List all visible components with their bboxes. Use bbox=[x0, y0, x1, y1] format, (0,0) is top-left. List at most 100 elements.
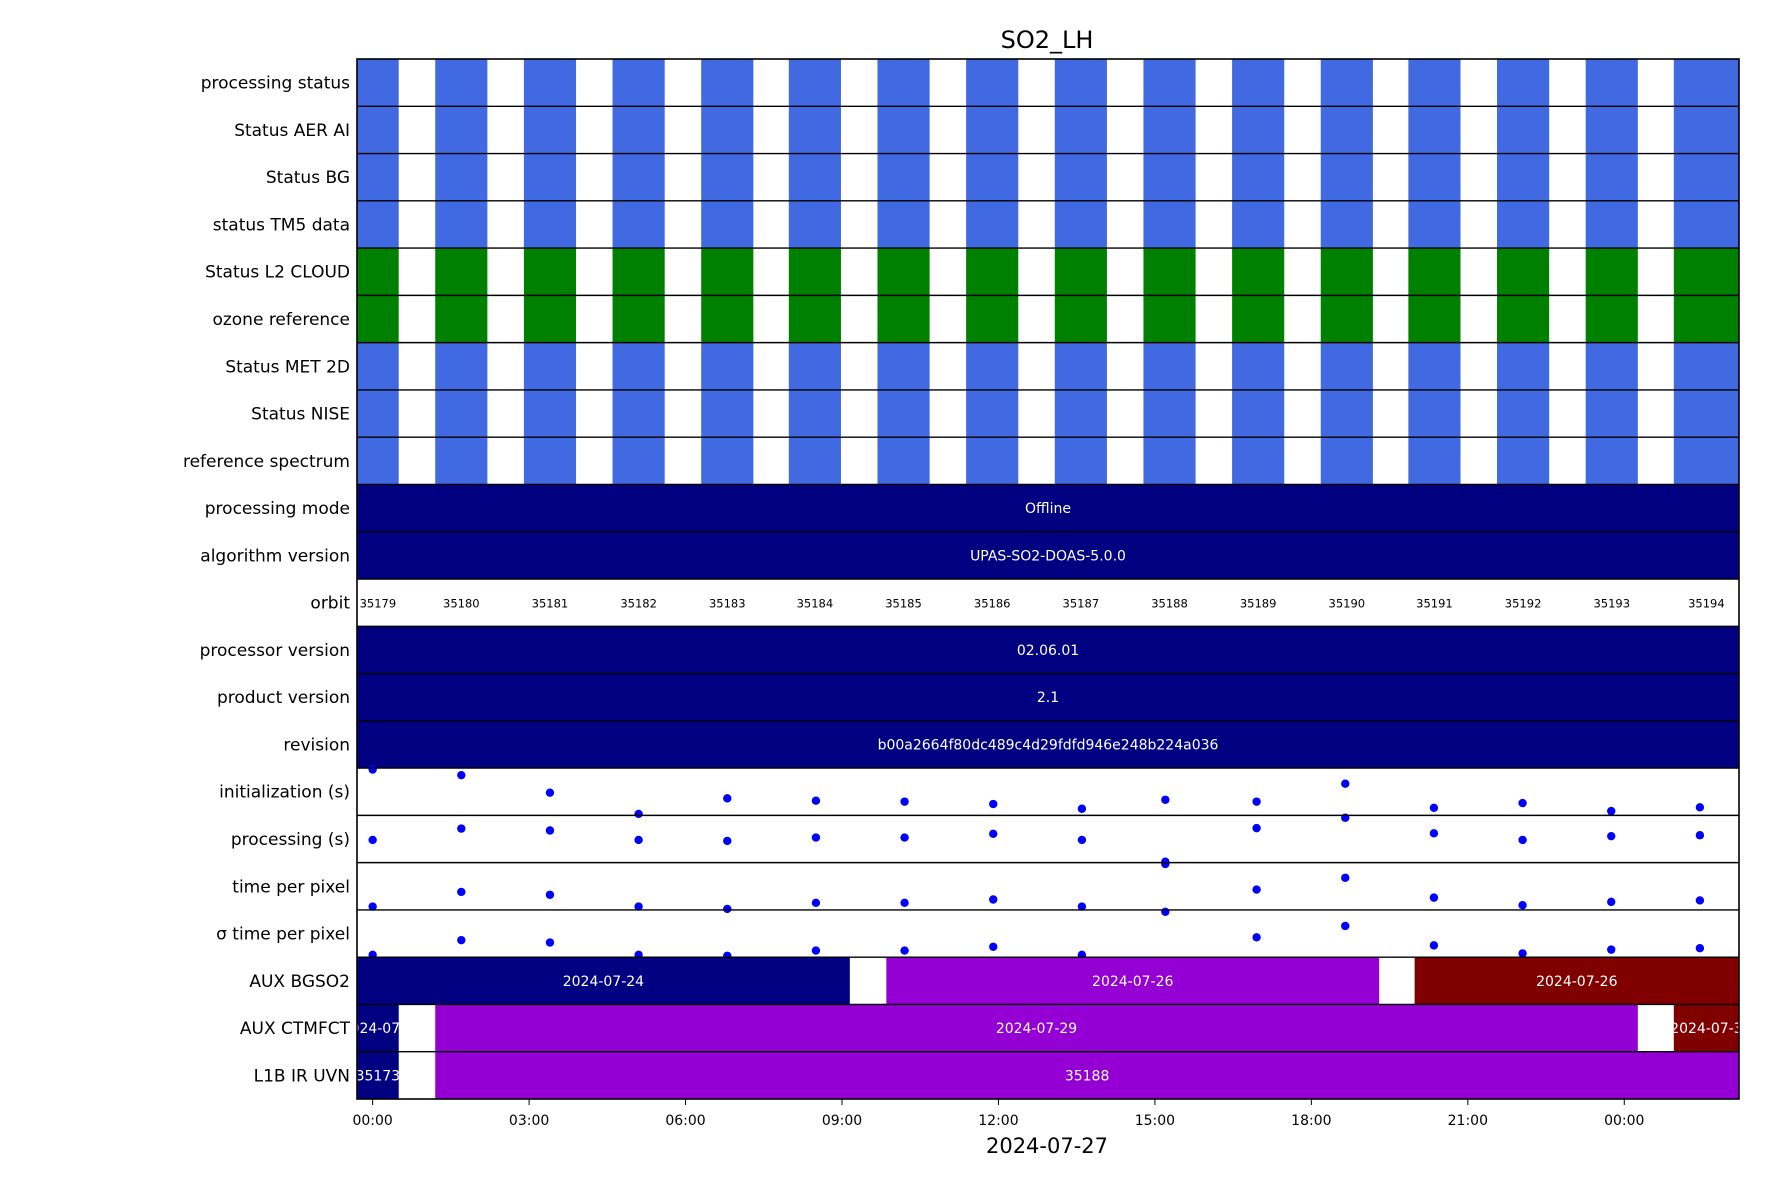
status-granule-bar bbox=[435, 248, 488, 296]
status-granule-bar bbox=[1232, 153, 1285, 201]
status-granule-bar bbox=[435, 389, 488, 438]
status-granule-bar bbox=[1054, 295, 1107, 343]
scatter-point bbox=[723, 904, 732, 914]
status-granule-bar bbox=[1673, 153, 1739, 201]
scatter-point bbox=[811, 833, 821, 842]
status-granule-bar bbox=[788, 295, 841, 343]
status-granule-bar bbox=[701, 342, 754, 390]
status-granule-bar bbox=[1585, 295, 1638, 343]
status-granule-bar bbox=[1408, 248, 1461, 296]
status-granule-bar bbox=[1408, 106, 1461, 154]
status-granule-bar bbox=[523, 389, 577, 438]
scatter-point bbox=[1429, 893, 1439, 902]
scatter-point bbox=[457, 824, 466, 833]
status-granule-bar bbox=[523, 153, 577, 201]
status-granule-bar bbox=[612, 59, 665, 107]
scatter-point bbox=[723, 794, 732, 803]
status-granule-bar bbox=[1320, 153, 1373, 201]
orbit-number-label: 35181 bbox=[532, 597, 569, 611]
status-granule-bar bbox=[1585, 248, 1638, 296]
status-granule-bar bbox=[1232, 389, 1285, 438]
aux-segment-label: 2024-07-29 bbox=[996, 1021, 1077, 1037]
x-tick-label: 00:00 bbox=[352, 1113, 392, 1129]
status-granule-bar bbox=[1408, 59, 1461, 107]
status-granule-bar bbox=[1673, 342, 1739, 390]
status-granule-bar bbox=[1673, 59, 1739, 107]
status-granule-bar bbox=[357, 153, 399, 201]
status-granule-bar bbox=[1585, 153, 1638, 201]
status-granule-bar bbox=[523, 248, 577, 296]
status-granule-bar bbox=[435, 106, 488, 154]
status-granule-bar bbox=[357, 437, 399, 485]
status-granule-bar bbox=[1497, 248, 1550, 296]
status-granule-bar bbox=[877, 200, 930, 249]
status-granule-bar bbox=[357, 295, 399, 343]
status-granule-bar bbox=[966, 106, 1019, 154]
status-granule-bar bbox=[1320, 295, 1373, 343]
band-segment bbox=[357, 673, 1739, 721]
x-tick-label: 00:00 bbox=[1604, 1113, 1644, 1129]
orbit-number-label: 35184 bbox=[797, 597, 834, 611]
status-granule-bar bbox=[701, 59, 754, 107]
status-granule-bar bbox=[877, 59, 930, 107]
aux-segment-label: 2024-07-26 bbox=[1536, 974, 1617, 990]
status-granule-bar bbox=[1585, 106, 1638, 154]
status-granule-bar bbox=[1497, 389, 1550, 438]
status-granule-bar bbox=[1320, 248, 1373, 296]
status-granule-bar bbox=[1320, 59, 1373, 107]
status-granule-bar bbox=[1408, 389, 1461, 438]
row-label: processing (s) bbox=[231, 830, 350, 850]
orbit-number-label: 35193 bbox=[1593, 597, 1630, 611]
status-granule-bar bbox=[612, 200, 665, 249]
aux-segment-label: 2024-07-3 bbox=[1670, 1021, 1742, 1037]
status-granule-bar bbox=[523, 342, 577, 390]
row-label: ozone reference bbox=[212, 310, 350, 330]
status-granule-bar bbox=[788, 106, 841, 154]
aux-segment bbox=[357, 1004, 399, 1052]
status-granule-bar bbox=[1497, 437, 1550, 485]
x-tick-label: 12:00 bbox=[978, 1113, 1018, 1129]
aux-segment-label: 2024-07-2 bbox=[342, 1021, 414, 1037]
aux-segment-label: 2024-07-26 bbox=[1092, 974, 1173, 990]
status-granule-bar bbox=[1143, 153, 1196, 201]
status-granule-bar bbox=[612, 153, 665, 201]
status-granule-bar bbox=[523, 106, 577, 154]
plot-frame bbox=[356, 58, 1740, 1100]
aux-segment-label: 35188 bbox=[1065, 1068, 1110, 1084]
aux-segment-label: 2024-07-24 bbox=[563, 974, 644, 990]
x-axis-label: 2024-07-27 bbox=[986, 1134, 1108, 1158]
status-granule-bar bbox=[1232, 342, 1285, 390]
scatter-point bbox=[368, 835, 377, 845]
status-granule-bar bbox=[1054, 342, 1107, 390]
scatter-point bbox=[545, 890, 555, 899]
status-granule-bar bbox=[877, 295, 930, 343]
status-granule-bar bbox=[357, 59, 399, 107]
status-granule-bar bbox=[1232, 200, 1285, 249]
status-granule-bar bbox=[1054, 200, 1107, 249]
status-granule-bar bbox=[1673, 200, 1739, 249]
scatter-point bbox=[368, 765, 377, 774]
status-granule-bar bbox=[701, 106, 754, 154]
status-granule-bar bbox=[701, 295, 754, 343]
status-granule-bar bbox=[1497, 59, 1550, 107]
scatter-point bbox=[900, 797, 909, 806]
scatter-point bbox=[1341, 779, 1350, 788]
status-granule-bar bbox=[1673, 389, 1739, 438]
scatter-point bbox=[545, 788, 555, 797]
scatter-point bbox=[1429, 803, 1439, 812]
status-granule-bar bbox=[1232, 248, 1285, 296]
orbit-number-label: 35183 bbox=[709, 597, 746, 611]
status-granule-bar bbox=[1143, 59, 1196, 107]
chart-title: SO2_LH bbox=[1001, 26, 1094, 54]
status-granule-bar bbox=[612, 437, 665, 485]
orbit-number-label: 35192 bbox=[1505, 597, 1542, 611]
status-granule-bar bbox=[1054, 153, 1107, 201]
scatter-point bbox=[1252, 797, 1261, 806]
row-label: AUX CTMFCT bbox=[240, 1019, 351, 1039]
x-tick-label: 15:00 bbox=[1135, 1113, 1175, 1129]
scatter-point bbox=[1252, 885, 1261, 894]
orbit-number-label: 35182 bbox=[620, 597, 657, 611]
orbit-number-label: 35194 bbox=[1688, 597, 1725, 611]
orbit-number-label: 35185 bbox=[885, 597, 922, 611]
